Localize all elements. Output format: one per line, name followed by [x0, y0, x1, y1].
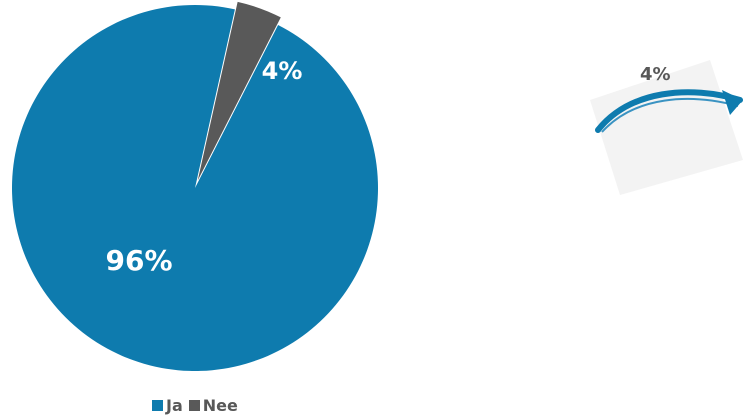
pie-slice-ja	[12, 4, 379, 372]
legend-item-ja: Ja	[152, 396, 183, 415]
legend-swatch-ja	[152, 400, 163, 411]
legend: Ja Nee	[152, 396, 238, 415]
legend-label-nee: Nee	[202, 396, 238, 415]
callout-label: 4%	[640, 64, 671, 85]
pie-slice-nee	[197, 1, 281, 181]
legend-swatch-nee	[188, 400, 200, 411]
legend-item-nee: Nee	[188, 396, 238, 415]
callout-arrow-icon	[590, 60, 743, 195]
data-label-nee: 4%	[262, 57, 303, 85]
legend-label-ja: Ja	[166, 396, 183, 415]
data-label-ja: 96%	[105, 244, 172, 277]
